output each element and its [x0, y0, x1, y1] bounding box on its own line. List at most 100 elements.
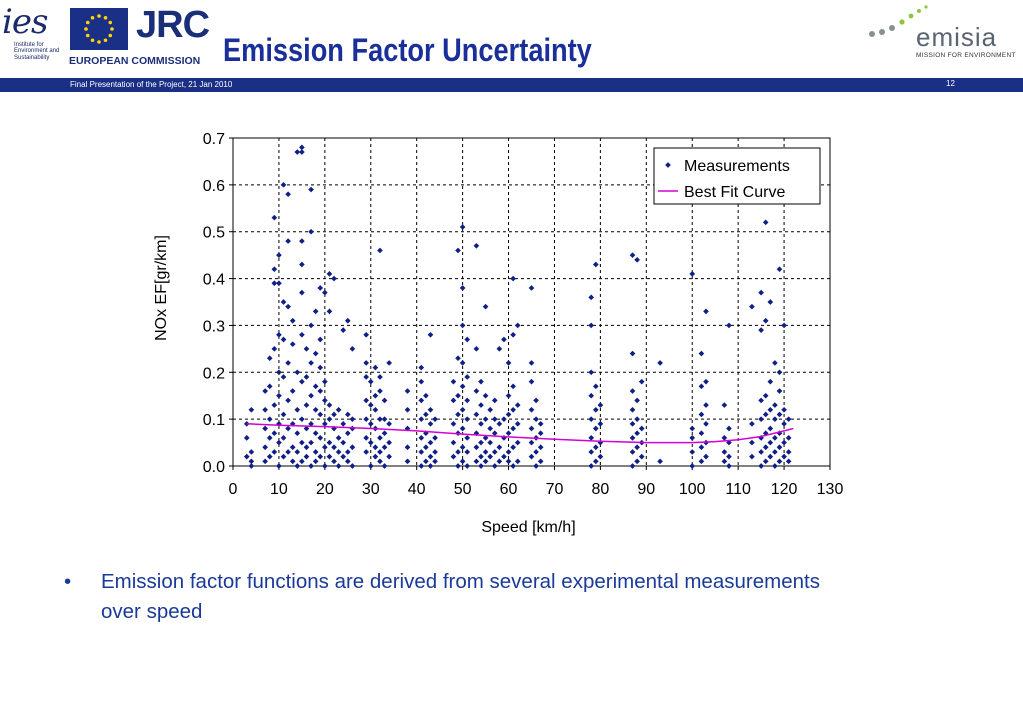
measurement-point — [776, 458, 783, 465]
measurement-point — [689, 435, 696, 441]
measurement-point — [340, 327, 347, 333]
measurement-point — [597, 421, 604, 427]
measurement-point — [473, 388, 480, 394]
measurement-point — [248, 449, 255, 455]
x-tick-label: 70 — [546, 481, 564, 498]
measurement-point — [459, 458, 466, 465]
measurement-point — [510, 425, 516, 432]
y-tick-label: 0.6 — [203, 178, 225, 195]
measurement-point — [322, 378, 328, 385]
measurement-point — [785, 458, 792, 465]
measurement-point — [464, 336, 471, 343]
measurement-point — [629, 449, 636, 455]
measurement-point — [317, 388, 324, 394]
measurement-point — [372, 444, 379, 451]
measurement-point — [528, 378, 535, 385]
measurement-point — [303, 346, 310, 352]
x-tick-label: 90 — [637, 481, 655, 498]
x-tick-label: 50 — [454, 481, 472, 498]
measurement-point — [588, 294, 595, 301]
measurement-point — [514, 322, 521, 329]
measurement-point — [377, 247, 383, 254]
measurement-point — [340, 453, 347, 460]
measurement-point — [491, 449, 498, 455]
measurement-point — [322, 289, 328, 296]
measurement-point — [464, 374, 471, 380]
measurement-point — [588, 435, 595, 441]
measurement-point — [248, 463, 255, 469]
measurement-point — [776, 388, 783, 394]
measurement-point — [491, 416, 498, 422]
measurement-point — [377, 449, 383, 455]
measurement-point — [634, 430, 640, 437]
measurement-point — [294, 430, 301, 437]
measurement-point — [772, 463, 778, 469]
measurement-point — [491, 463, 498, 469]
measurement-point — [386, 360, 392, 366]
measurement-point — [285, 360, 291, 366]
measurement-point — [432, 435, 438, 441]
x-tick-label: 60 — [500, 481, 518, 498]
measurement-point — [377, 374, 383, 380]
measurement-point — [588, 449, 595, 455]
measurement-point — [749, 453, 755, 460]
measurement-point — [638, 425, 645, 432]
measurement-point — [276, 463, 282, 469]
measurement-point — [455, 449, 461, 455]
measurement-point — [510, 383, 516, 390]
measurement-point — [285, 191, 291, 198]
ies-logo-mark: ies — [2, 2, 48, 42]
measurement-point — [331, 458, 337, 465]
measurement-point — [294, 463, 301, 469]
emisia-logo-text: emisia — [916, 22, 998, 52]
measurement-point — [721, 449, 728, 455]
measurement-point — [767, 406, 774, 413]
measurement-point — [303, 402, 310, 408]
measurement-point — [634, 444, 640, 451]
measurement-point — [634, 416, 640, 422]
y-tick-label: 0.4 — [203, 272, 225, 289]
measurement-point — [528, 360, 535, 366]
measurement-point — [528, 406, 535, 413]
bullet-text: Emission factor functions are derived fr… — [101, 570, 820, 623]
measurement-point — [276, 392, 282, 399]
measurement-point — [505, 430, 512, 437]
measurement-point — [533, 463, 539, 469]
measurement-point — [703, 308, 709, 315]
measurement-point — [294, 449, 301, 455]
measurement-point — [758, 416, 764, 422]
measurement-point — [501, 453, 507, 460]
measurement-point — [657, 458, 663, 465]
measurement-point — [698, 411, 705, 418]
measurement-point — [367, 402, 374, 408]
x-tick-label: 120 — [771, 481, 798, 498]
measurement-point — [363, 374, 370, 380]
measurement-point — [308, 186, 314, 193]
measurement-point — [634, 257, 640, 263]
measurement-point — [455, 247, 461, 254]
measurement-point — [487, 439, 493, 446]
measurement-point — [344, 458, 351, 465]
measurement-point — [689, 425, 696, 432]
measurement-point — [588, 392, 595, 399]
measurement-point — [381, 463, 388, 469]
measurement-point — [404, 388, 411, 394]
measurement-point — [482, 303, 489, 310]
x-axis-label: Speed [km/h] — [481, 519, 575, 536]
measurement-point — [266, 355, 273, 362]
measurement-point — [303, 453, 310, 460]
eu-flag-star — [108, 33, 113, 38]
measurement-point — [326, 439, 333, 446]
measurement-point — [537, 458, 544, 465]
measurement-point — [505, 360, 512, 366]
eu-flag-icon — [70, 8, 128, 50]
measurement-point — [312, 430, 319, 437]
measurement-point — [510, 275, 516, 282]
y-tick-label: 0.2 — [203, 365, 225, 382]
eu-flag-star — [90, 38, 95, 43]
measurement-point — [455, 411, 461, 418]
measurement-point — [248, 406, 255, 413]
eu-flag-star — [97, 14, 101, 18]
measurement-point — [303, 374, 310, 380]
emisia-dots-icon — [869, 5, 928, 37]
